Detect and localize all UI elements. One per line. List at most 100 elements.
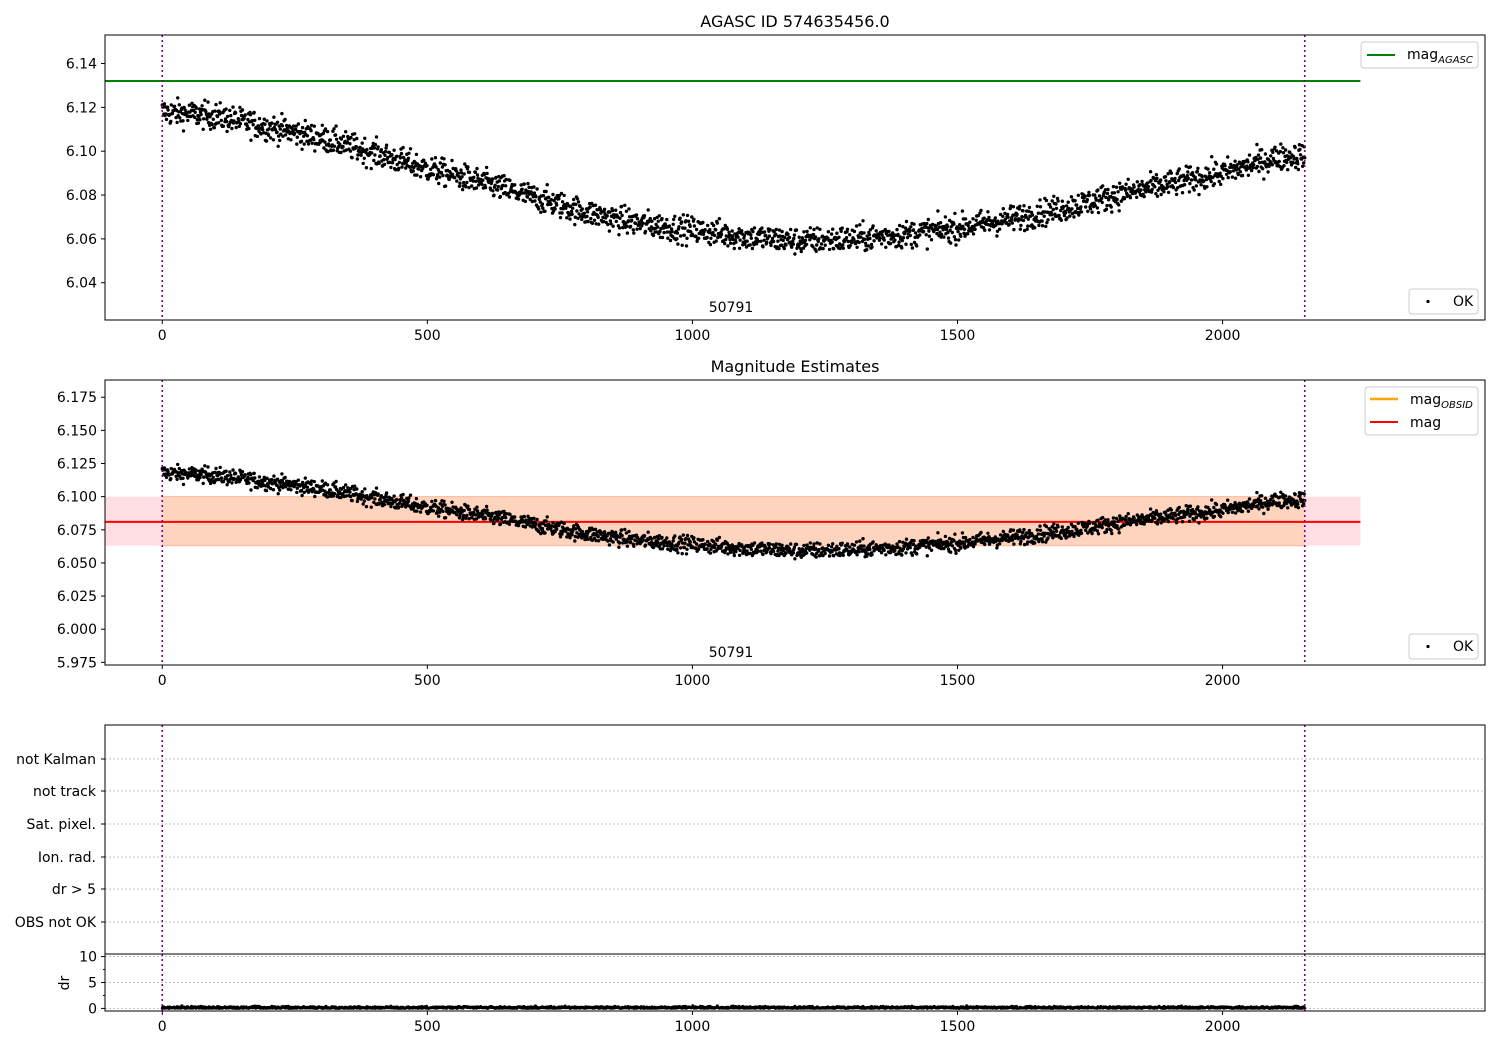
data-point <box>1054 529 1059 533</box>
data-point <box>597 539 601 543</box>
data-point <box>671 539 675 543</box>
data-point <box>680 220 684 224</box>
data-point <box>962 542 967 546</box>
data-point <box>496 184 500 189</box>
data-point <box>921 229 926 234</box>
data-point <box>181 129 186 133</box>
data-point <box>652 535 657 540</box>
data-point <box>408 147 413 151</box>
data-point <box>568 536 572 540</box>
data-point <box>719 232 724 237</box>
data-point <box>650 219 654 223</box>
data-point <box>762 548 766 553</box>
data-point <box>745 239 749 243</box>
data-point <box>1087 190 1091 195</box>
data-point <box>1257 501 1262 506</box>
data-point <box>1196 505 1200 509</box>
data-point <box>519 515 523 519</box>
data-point <box>465 180 469 185</box>
data-point <box>353 132 357 136</box>
data-point <box>203 464 207 468</box>
data-point <box>1001 207 1005 211</box>
data-point <box>1122 523 1127 527</box>
data-point <box>694 227 699 232</box>
data-point <box>219 118 223 123</box>
data-point <box>871 224 875 228</box>
data-point <box>1256 157 1260 161</box>
data-point <box>761 245 765 249</box>
data-point <box>905 235 910 240</box>
data-point <box>957 238 961 242</box>
data-point <box>684 552 689 556</box>
data-point <box>541 206 545 210</box>
data-point <box>572 197 576 202</box>
data-point <box>670 229 674 234</box>
data-point <box>841 553 845 557</box>
data-point <box>349 135 353 140</box>
data-point <box>560 211 564 215</box>
data-point <box>456 171 461 175</box>
data-point <box>1085 524 1090 528</box>
data-point <box>614 530 618 534</box>
data-point <box>854 224 859 228</box>
data-point <box>659 227 663 231</box>
data-point <box>732 246 736 251</box>
data-point <box>749 236 753 240</box>
data-point <box>803 238 808 243</box>
data-point <box>225 483 229 487</box>
data-point <box>617 545 621 549</box>
data-point <box>572 524 576 528</box>
data-point <box>901 540 905 544</box>
data-point <box>443 503 447 507</box>
data-point <box>1251 166 1255 170</box>
data-point <box>949 550 953 554</box>
data-point <box>1155 176 1159 181</box>
data-point <box>904 242 908 246</box>
data-point <box>399 496 404 500</box>
data-point <box>678 535 682 539</box>
data-point <box>1231 169 1236 173</box>
data-point <box>657 214 661 218</box>
data-point <box>292 131 297 135</box>
data-point <box>774 232 778 236</box>
data-point <box>646 208 650 212</box>
data-point <box>206 465 210 469</box>
data-point <box>939 232 944 237</box>
data-point <box>435 175 439 180</box>
data-point <box>1116 519 1120 523</box>
data-point <box>1066 525 1070 530</box>
data-point <box>1217 179 1221 184</box>
data-point <box>738 238 742 242</box>
data-point <box>1045 220 1049 225</box>
data-point <box>280 479 285 483</box>
data-point <box>712 545 717 550</box>
data-point <box>1063 211 1068 215</box>
data-point <box>817 237 821 241</box>
data-point <box>1051 536 1055 540</box>
data-point <box>705 547 709 551</box>
data-point <box>601 537 606 541</box>
data-point <box>1173 176 1177 181</box>
data-point <box>1279 490 1283 494</box>
y-tick-label-1-7: 6.150 <box>57 423 97 439</box>
data-point <box>935 227 940 232</box>
data-point <box>973 227 977 231</box>
data-point <box>213 470 217 475</box>
data-point <box>300 125 305 130</box>
data-point <box>352 138 356 142</box>
data-point <box>1296 162 1300 166</box>
data-point <box>527 185 531 189</box>
data-point <box>750 246 755 251</box>
data-point <box>313 494 317 499</box>
data-point <box>295 135 299 139</box>
data-point <box>590 221 595 225</box>
data-point <box>1212 182 1217 186</box>
data-point <box>1288 150 1292 155</box>
data-point <box>777 228 782 232</box>
data-point <box>770 236 775 240</box>
data-point <box>1059 218 1064 222</box>
data-point <box>818 542 822 546</box>
data-point <box>229 113 233 118</box>
data-point <box>406 499 411 503</box>
